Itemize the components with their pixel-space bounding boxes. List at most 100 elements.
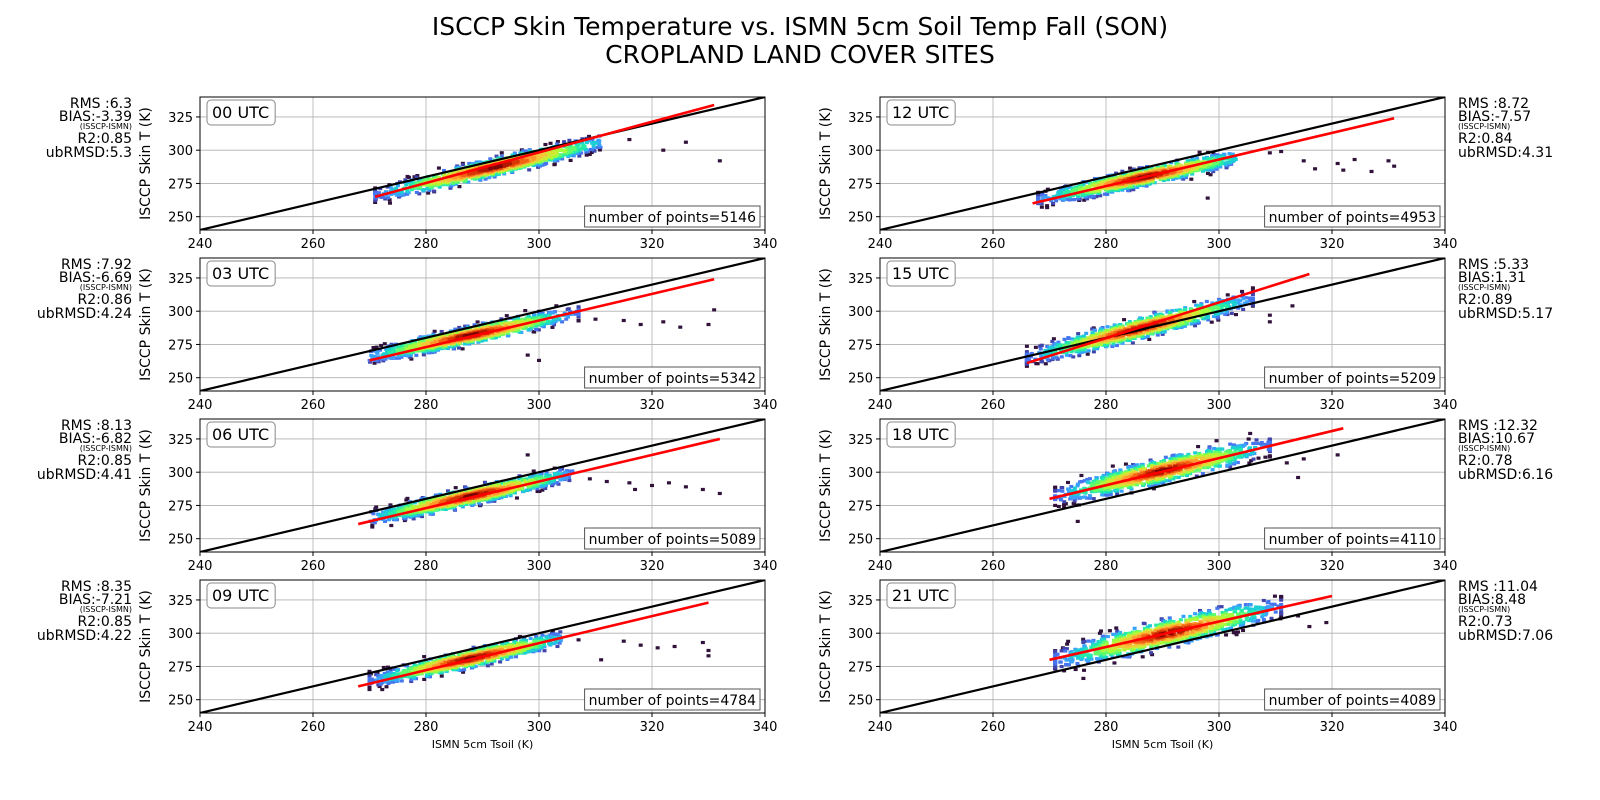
bias-text: BIAS:-6.69 [59, 270, 132, 286]
density-point [384, 508, 389, 512]
density-point [587, 139, 592, 143]
panel-label: 00 UTC [206, 99, 276, 126]
density-point [1203, 167, 1208, 172]
density-point [555, 644, 560, 649]
density-point [463, 177, 468, 182]
density-point [416, 343, 421, 347]
density-point [484, 171, 489, 175]
density-point [1154, 169, 1159, 173]
density-point [573, 312, 578, 316]
x-tick-label: 280 [414, 559, 439, 574]
density-point [455, 491, 460, 495]
density-point [455, 665, 460, 669]
density-point [1089, 183, 1094, 187]
density-point [488, 157, 493, 161]
density-point [390, 680, 395, 684]
density-point [550, 629, 555, 634]
density-point [414, 175, 419, 179]
density-point [429, 348, 434, 352]
density-point [464, 495, 469, 499]
density-point [430, 662, 435, 667]
density-point [555, 159, 560, 163]
density-point [487, 493, 492, 497]
density-point [572, 152, 577, 156]
density-point [1078, 188, 1083, 192]
density-point [405, 504, 410, 508]
density-point [568, 158, 573, 163]
outlier-point [525, 453, 530, 457]
density-point [409, 507, 414, 512]
density-point [536, 154, 541, 158]
density-point [549, 634, 554, 638]
density-point [533, 648, 538, 652]
density-point [499, 657, 504, 661]
density-point [440, 345, 445, 349]
outlier-point [621, 318, 626, 323]
density-point [404, 347, 409, 351]
density-point [540, 488, 545, 492]
density-point [1124, 183, 1129, 187]
density-point [449, 503, 454, 507]
density-point [594, 141, 599, 145]
density-point [566, 315, 571, 319]
density-point [534, 635, 539, 639]
axes-frame [199, 257, 766, 392]
density-point [402, 516, 407, 520]
density-point [502, 158, 507, 162]
density-point [536, 317, 541, 321]
density-point [579, 146, 584, 151]
outlier-point [576, 638, 581, 642]
outlier-point [627, 137, 632, 142]
density-point [541, 155, 546, 159]
density-point [1119, 176, 1124, 181]
density-point [557, 641, 562, 645]
density-point [396, 191, 401, 196]
density-point [372, 361, 377, 365]
density-point [451, 667, 456, 671]
density-point [486, 500, 491, 504]
density-point [512, 645, 517, 649]
x-tick-label: 340 [753, 398, 778, 413]
density-point [476, 498, 481, 502]
density-point [416, 510, 421, 514]
density-point [453, 327, 458, 331]
points-count-box: number of points=5342 [584, 366, 761, 389]
density-point [526, 318, 531, 322]
y-axis-label: ISCCP Skin T (K) [138, 107, 154, 220]
density-point [480, 175, 485, 179]
density-point [567, 476, 572, 480]
density-point [581, 143, 586, 147]
density-point [480, 661, 485, 665]
r2-text: R2:0.85 [77, 453, 132, 469]
density-point [532, 638, 537, 642]
density-point [399, 355, 404, 359]
density-point [493, 173, 498, 177]
density-point [580, 137, 585, 141]
density-point [502, 482, 507, 486]
density-point [505, 479, 510, 483]
density-point [548, 320, 553, 324]
density-point [408, 182, 413, 187]
density-point [403, 178, 408, 182]
density-point [370, 523, 375, 527]
density-cloud [367, 304, 717, 365]
ubrmsd-text: ubRMSD:5.3 [46, 145, 132, 161]
y-tick-label: 300 [168, 466, 193, 481]
density-point [435, 502, 440, 506]
density-point [414, 353, 419, 357]
density-point [1118, 185, 1123, 189]
outlier-point [683, 485, 688, 489]
density-point [476, 177, 481, 181]
x-tick-label: 260 [301, 559, 326, 574]
density-point [1082, 198, 1087, 202]
density-point [392, 674, 397, 678]
density-point [551, 482, 556, 486]
density-point [567, 469, 572, 473]
density-point [541, 642, 546, 646]
density-point [1056, 191, 1061, 195]
density-point [521, 638, 526, 642]
density-point [375, 351, 380, 355]
density-point [464, 172, 469, 176]
density-point [597, 139, 602, 143]
